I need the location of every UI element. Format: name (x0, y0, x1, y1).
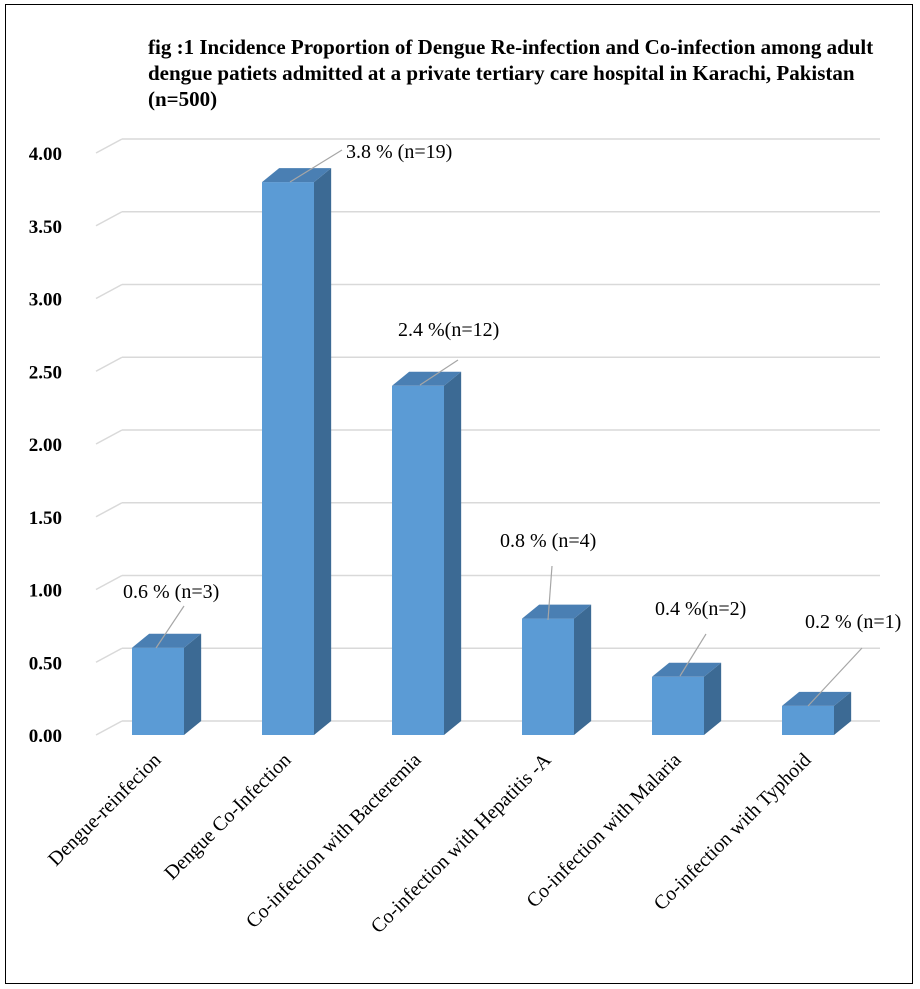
gridline-depth (95, 574, 123, 591)
data-label-leader (547, 565, 553, 621)
bar (132, 647, 184, 735)
y-tick-label: 0.50 (29, 653, 62, 674)
gridline-depth (95, 429, 123, 445)
bar-top (132, 633, 202, 648)
y-tick-label: 0.00 (29, 726, 62, 747)
chart-title: fig :1 Incidence Proportion of Dengue Re… (148, 35, 874, 111)
bar-top (262, 168, 332, 183)
data-label: 0.2 % (n=1) (805, 611, 901, 633)
bar-side (704, 662, 722, 735)
data-label-leader (155, 605, 185, 649)
gridline-depth (95, 647, 123, 663)
gridline-depth (95, 283, 123, 300)
x-category-label: Dengue Co-Infection (160, 749, 295, 884)
y-tick-label: 4.00 (29, 144, 62, 165)
bar (652, 676, 704, 735)
gridline-depth (95, 211, 123, 227)
gridline-depth (95, 356, 123, 372)
bar (262, 182, 314, 736)
y-tick-label: 2.50 (29, 362, 62, 383)
y-tick-label: 2.00 (29, 435, 62, 456)
bar (782, 705, 834, 735)
bar-side (314, 168, 332, 736)
gridline-depth (95, 502, 123, 518)
data-label-leader (679, 633, 707, 677)
bar (522, 618, 574, 735)
y-tick-label: 3.00 (29, 290, 62, 311)
bar-side (184, 633, 202, 735)
data-label-leader (419, 359, 459, 386)
y-tick-label: 3.50 (29, 217, 62, 238)
data-label: 0.4 %(n=2) (655, 598, 746, 620)
data-label-leader (289, 149, 343, 183)
y-tick-label: 1.00 (29, 581, 62, 602)
bar (392, 385, 444, 735)
data-label: 3.8 % (n=19) (346, 141, 452, 163)
bar-top (652, 662, 722, 677)
data-label: 0.8 % (n=4) (500, 530, 596, 552)
bar-top (522, 604, 592, 619)
bar-top (782, 691, 852, 706)
data-label: 2.4 %(n=12) (398, 319, 499, 341)
y-tick-label: 1.50 (29, 508, 62, 529)
x-category-label: Dengue-reinfecion (44, 749, 166, 871)
bar-side (574, 604, 592, 735)
data-label: 0.6 % (n=3) (123, 581, 219, 603)
bar-side (444, 371, 462, 735)
gridline-depth (95, 138, 123, 154)
bar-top (392, 371, 462, 386)
data-label-leader (807, 647, 863, 707)
gridline-depth (95, 720, 123, 736)
bar-side (834, 691, 852, 735)
